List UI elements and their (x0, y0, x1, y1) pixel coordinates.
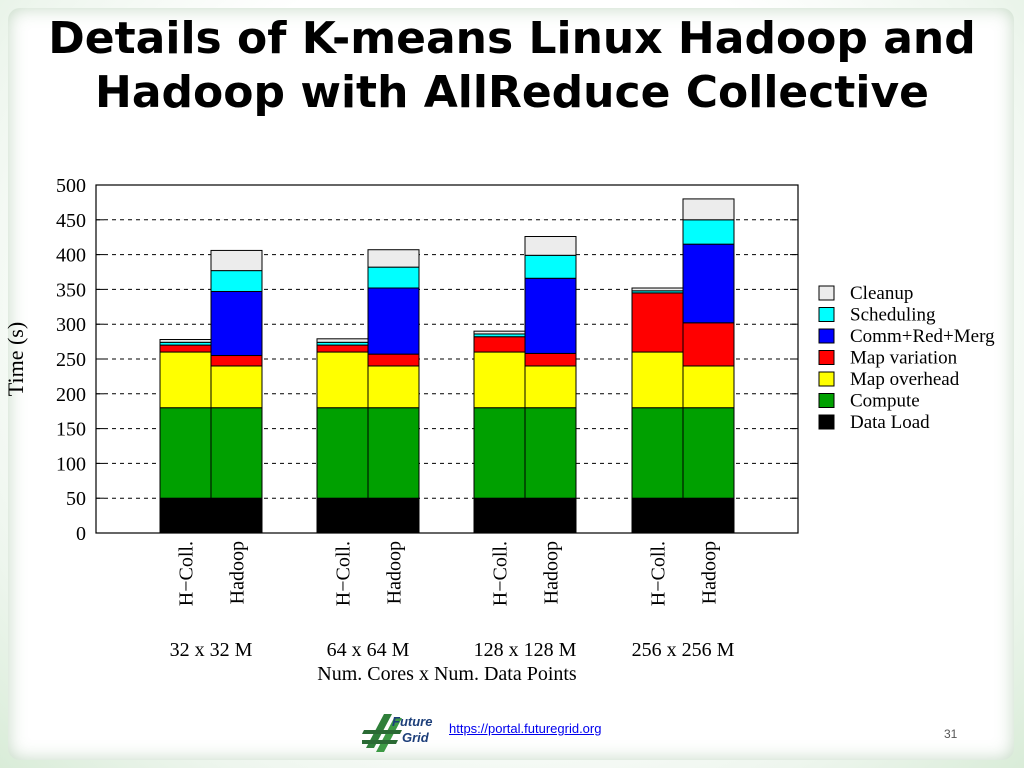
bar-segment (473, 407, 526, 499)
bar-segment (159, 339, 212, 343)
bar-segment (682, 198, 735, 221)
y-tick-label: 350 (56, 279, 86, 301)
x-bar-label: Hadoop (541, 541, 563, 604)
bar-segment (524, 352, 577, 367)
logo-grid-icon (362, 714, 402, 752)
legend-swatch (818, 328, 835, 344)
bar-segment (524, 236, 577, 256)
bar-segment (367, 407, 420, 499)
bar-segment (367, 249, 420, 268)
bar-segment (473, 497, 526, 534)
bar-segment (682, 243, 735, 324)
plot-border (95, 184, 799, 534)
bar-segment (473, 351, 526, 409)
bar-segment (682, 322, 735, 367)
bar-segment (210, 365, 263, 409)
y-tick-label: 0 (76, 523, 86, 545)
slide-title: Details of K-means Linux Hadoop and Hado… (0, 12, 1024, 120)
y-tick-label: 450 (56, 210, 86, 232)
portal-link[interactable]: https://portal.futuregrid.org (449, 721, 602, 736)
bar-segment (367, 287, 420, 355)
x-bar-label: Hadoop (227, 541, 249, 604)
bar-segment (316, 338, 369, 343)
y-tick-label: 200 (56, 384, 86, 406)
x-bar-label: Hadoop (699, 541, 721, 604)
bar-segment (682, 497, 735, 534)
x-bar-label: H−Coll. (333, 541, 355, 606)
bar-segment (367, 353, 420, 367)
logo-text-grid: Grid (402, 730, 430, 745)
y-tick-label: 50 (66, 488, 86, 510)
legend-label: Map overhead (850, 369, 960, 390)
bar-segment (631, 351, 684, 409)
y-tick-label: 400 (56, 245, 86, 267)
bar-segment (524, 254, 577, 279)
bar-segment (316, 351, 369, 409)
legend-swatch (818, 371, 835, 387)
x-group-label: 64 x 64 M (327, 639, 410, 661)
legend-swatch (818, 414, 835, 430)
bar-segment (159, 407, 212, 499)
bar-segment (159, 344, 212, 353)
y-tick-label: 500 (56, 175, 86, 197)
legend-label: Compute (850, 391, 920, 412)
bar-segment (524, 277, 577, 354)
bar-segment (210, 270, 263, 292)
bar-segment (316, 344, 369, 353)
bar-segment (631, 292, 684, 353)
bar-segment (210, 290, 263, 357)
legend-label: Comm+Red+Merg (850, 326, 995, 347)
legend-swatch (818, 393, 835, 408)
legend-label: Map variation (850, 348, 958, 369)
x-group-label: 128 x 128 M (474, 639, 577, 661)
bar-segment (473, 336, 526, 353)
bar-segment (682, 365, 735, 409)
bar-segment (682, 219, 735, 245)
bar-segment (367, 365, 420, 409)
bar-segment (367, 266, 420, 289)
legend-swatch (818, 307, 835, 322)
legend-label: Scheduling (850, 305, 936, 326)
bar-segment (316, 407, 369, 499)
x-bar-label: H−Coll. (490, 541, 512, 606)
x-bar-label: H−Coll. (176, 541, 198, 606)
y-tick-label: 250 (56, 349, 86, 371)
x-axis-title: Num. Cores x Num. Data Points (317, 663, 577, 685)
x-group-label: 256 x 256 M (632, 639, 735, 661)
bar-segment (682, 407, 735, 499)
y-tick-label: 150 (56, 419, 86, 441)
bar-segment (159, 351, 212, 409)
x-bar-label: Hadoop (384, 541, 406, 604)
bar-segment (524, 407, 577, 499)
page-number: 31 (944, 727, 958, 741)
y-tick-label: 300 (56, 314, 86, 336)
bar-segment (367, 497, 420, 534)
bar-segment (210, 355, 263, 367)
legend-swatch (818, 350, 835, 365)
bar-segment (473, 330, 526, 335)
x-bar-label: H−Coll. (648, 541, 670, 606)
bar-segment (159, 497, 212, 534)
legend-label: Cleanup (850, 283, 913, 304)
y-tick-label: 100 (56, 453, 86, 475)
legend-label: Data Load (850, 412, 930, 433)
legend-swatch (818, 285, 835, 301)
bar-segment (631, 287, 684, 292)
bar-segment (316, 497, 369, 534)
bar-segment (210, 407, 263, 499)
futuregrid-logo: Future Grid (362, 714, 432, 752)
bar-segment (524, 365, 577, 409)
bar-segment (631, 407, 684, 499)
slide-title-line-2: Hadoop with AllReduce Collective (95, 67, 929, 118)
bar-segment (631, 497, 684, 534)
x-group-label: 32 x 32 M (170, 639, 253, 661)
logo-text-future: Future (392, 714, 432, 729)
y-axis-title: Time (s) (3, 322, 28, 396)
stacked-bar-chart: 0 50 100 150 200 250 300 350 400 450 500 H−Coll. Had… (3, 175, 995, 685)
bar-segment (524, 497, 577, 534)
slide-title-line-1: Details of K-means Linux Hadoop and (48, 13, 976, 64)
bar-segment (210, 497, 263, 534)
bar-segment (210, 249, 263, 272)
